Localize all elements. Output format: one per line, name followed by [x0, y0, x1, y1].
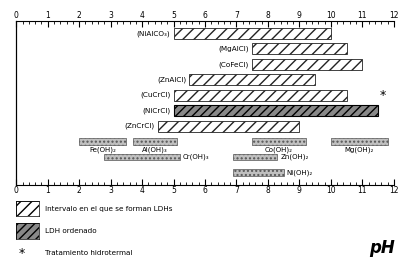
- Bar: [173, 90, 346, 101]
- Bar: [79, 138, 126, 145]
- Bar: [158, 121, 299, 132]
- Bar: [233, 154, 277, 161]
- Text: (CuCrCl): (CuCrCl): [140, 92, 170, 98]
- Text: LDH ordenado: LDH ordenado: [45, 228, 96, 234]
- Text: Mg(OH)₂: Mg(OH)₂: [344, 146, 373, 153]
- Bar: [252, 43, 346, 54]
- Text: (CoFeCl): (CoFeCl): [218, 61, 249, 68]
- Bar: [330, 138, 387, 145]
- Bar: [252, 59, 362, 70]
- Bar: [104, 154, 179, 161]
- Text: *: *: [379, 89, 385, 102]
- Text: Al(OH)₃: Al(OH)₃: [141, 146, 167, 153]
- Bar: [173, 28, 330, 39]
- Text: Zn(OH)₂: Zn(OH)₂: [280, 154, 308, 160]
- Text: Ni(OH)₂: Ni(OH)₂: [286, 169, 312, 176]
- Text: Intervalo en el que se forman LDHs: Intervalo en el que se forman LDHs: [45, 206, 172, 211]
- Bar: [132, 138, 176, 145]
- Text: (ZnCrCl): (ZnCrCl): [124, 123, 154, 129]
- Bar: [173, 105, 377, 116]
- Text: Tratamiento hidrotermal: Tratamiento hidrotermal: [45, 251, 132, 256]
- Text: (ZnAlCl): (ZnAlCl): [157, 77, 186, 83]
- Bar: [189, 74, 314, 85]
- Text: Fe(OH)₂: Fe(OH)₂: [89, 146, 116, 153]
- Text: *: *: [18, 247, 24, 260]
- Text: Co(OH)₂: Co(OH)₂: [264, 146, 292, 153]
- Bar: [233, 169, 283, 176]
- Text: (NiCrCl): (NiCrCl): [142, 107, 170, 114]
- Text: (NiAlCO₃): (NiAlCO₃): [136, 30, 170, 37]
- Text: (MgAlCl): (MgAlCl): [218, 46, 249, 52]
- Text: pH: pH: [369, 239, 394, 257]
- Bar: [252, 138, 305, 145]
- Text: Cr(OH)₃: Cr(OH)₃: [183, 154, 209, 160]
